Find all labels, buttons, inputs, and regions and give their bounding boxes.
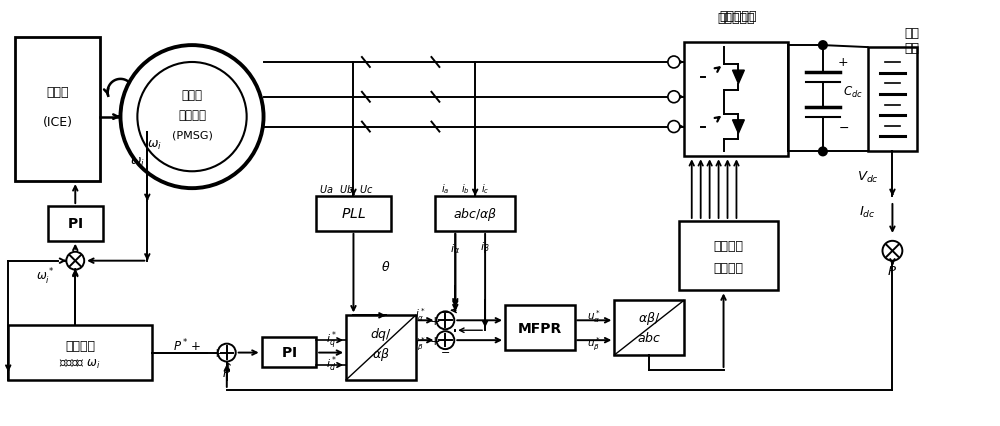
Text: $-$: $-$ <box>838 121 849 134</box>
Text: $dq/$: $dq/$ <box>370 325 392 342</box>
Text: $P^*+$: $P^*+$ <box>173 337 201 354</box>
Bar <box>505 306 575 350</box>
Bar <box>679 222 778 291</box>
Text: $Uc$: $Uc$ <box>359 183 373 195</box>
Bar <box>48 207 103 241</box>
Circle shape <box>882 241 902 261</box>
Text: +: + <box>430 314 441 327</box>
Circle shape <box>436 331 454 349</box>
Polygon shape <box>733 121 744 134</box>
Text: 曲线调节 $\omega_i$: 曲线调节 $\omega_i$ <box>59 357 101 370</box>
Text: $\alpha\beta$: $\alpha\beta$ <box>372 345 390 362</box>
Text: 电池: 电池 <box>905 26 920 40</box>
Bar <box>684 43 788 157</box>
Text: $V_{dc}$: $V_{dc}$ <box>857 169 879 184</box>
Text: 功率変換器: 功率変換器 <box>720 10 757 23</box>
Text: $P$: $P$ <box>222 367 231 380</box>
Text: $i_q^*$: $i_q^*$ <box>326 329 337 351</box>
Text: $\mathit{PLL}$: $\mathit{PLL}$ <box>341 207 366 221</box>
Circle shape <box>218 344 236 362</box>
Text: $i_\beta$: $i_\beta$ <box>480 240 490 256</box>
Text: $\omega_i^*$: $\omega_i^*$ <box>36 266 54 286</box>
Text: $Ua$: $Ua$ <box>319 183 333 195</box>
Text: (ICE): (ICE) <box>42 116 72 129</box>
Text: 空间矢量: 空间矢量 <box>714 240 744 253</box>
Text: 内燃机: 内燃机 <box>46 86 69 99</box>
Text: (PMSG): (PMSG) <box>172 130 212 140</box>
Text: $\omega_i$: $\omega_i$ <box>130 155 145 169</box>
Text: MFPR: MFPR <box>518 321 562 335</box>
Circle shape <box>66 252 84 270</box>
Text: 通过效率: 通过效率 <box>65 339 95 352</box>
Bar <box>346 316 416 380</box>
Text: 步发电机: 步发电机 <box>178 109 206 122</box>
Text: $abc/\alpha\beta$: $abc/\alpha\beta$ <box>453 205 497 222</box>
Circle shape <box>819 42 827 50</box>
Bar <box>614 301 684 355</box>
Text: $u_\alpha^*$: $u_\alpha^*$ <box>587 307 601 324</box>
Text: +: + <box>212 346 222 359</box>
Bar <box>316 197 391 231</box>
Text: $Ub$: $Ub$ <box>339 183 353 195</box>
Text: $i_c$: $i_c$ <box>481 182 489 196</box>
Circle shape <box>120 46 264 189</box>
Text: 调制策略: 调制策略 <box>714 262 744 274</box>
Text: $i_\alpha$: $i_\alpha$ <box>450 241 460 255</box>
Text: $i_b$: $i_b$ <box>461 182 470 196</box>
Bar <box>262 337 316 367</box>
Text: $-$: $-$ <box>440 305 450 316</box>
Text: $abc$: $abc$ <box>637 331 661 344</box>
Text: $\theta$: $\theta$ <box>381 259 390 273</box>
Bar <box>868 48 917 152</box>
Text: $\alpha\beta/$: $\alpha\beta/$ <box>638 309 660 326</box>
Circle shape <box>668 57 680 69</box>
Text: 功率変換器: 功率変換器 <box>717 12 755 25</box>
Circle shape <box>137 63 247 172</box>
Bar <box>15 38 100 182</box>
Polygon shape <box>733 71 744 84</box>
Text: 永磁同: 永磁同 <box>182 89 203 102</box>
Text: $i_a$: $i_a$ <box>441 182 450 196</box>
Circle shape <box>436 312 454 329</box>
Text: $i_\beta^*$: $i_\beta^*$ <box>415 335 426 352</box>
Text: 模组: 模组 <box>905 41 920 55</box>
Text: $-$: $-$ <box>440 345 450 355</box>
Text: $C_{dc}$: $C_{dc}$ <box>843 85 863 100</box>
Text: +: + <box>838 56 848 69</box>
Text: $P$: $P$ <box>887 265 897 277</box>
Text: $i_d^*$: $i_d^*$ <box>326 354 337 373</box>
Text: $\mathbf{PI}$: $\mathbf{PI}$ <box>67 217 83 231</box>
Text: +: + <box>430 334 441 347</box>
Text: $\omega_i$: $\omega_i$ <box>147 138 162 152</box>
Text: $I_{dc}$: $I_{dc}$ <box>859 204 876 219</box>
Text: $i_\alpha^*$: $i_\alpha^*$ <box>415 305 426 322</box>
Circle shape <box>819 148 827 156</box>
Circle shape <box>668 92 680 104</box>
Text: $\mathbf{PI}$: $\mathbf{PI}$ <box>281 345 297 359</box>
Text: $\uparrow$: $\uparrow$ <box>221 359 232 371</box>
Bar <box>435 197 515 231</box>
Bar <box>8 325 152 380</box>
Text: $u_\beta^*$: $u_\beta^*$ <box>587 335 601 352</box>
Circle shape <box>668 121 680 133</box>
